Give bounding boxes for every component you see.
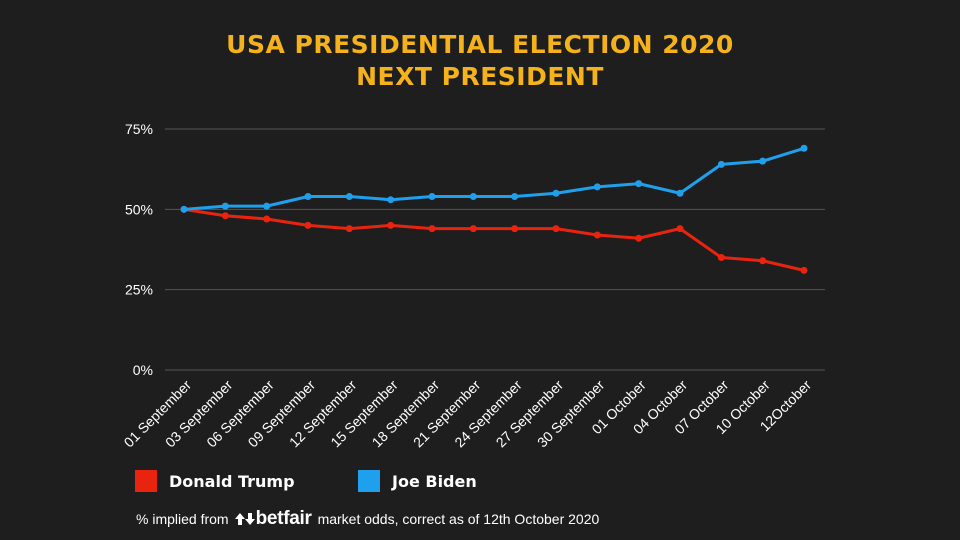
data-point-biden	[304, 192, 312, 200]
data-point-biden	[180, 205, 188, 213]
data-point-biden	[511, 192, 519, 200]
y-tick-label: 50%	[125, 201, 153, 217]
data-point-trump	[387, 221, 395, 229]
data-point-biden	[593, 183, 601, 191]
data-point-biden	[635, 180, 643, 188]
data-point-biden	[552, 189, 560, 197]
footnote-suffix: market odds, correct as of 12th October …	[317, 511, 600, 527]
chart-title-line-1: USA PRESIDENTIAL ELECTION 2020	[226, 30, 734, 59]
data-point-biden	[428, 192, 436, 200]
data-point-trump	[469, 225, 477, 233]
legend-item-trump: Donald Trump	[135, 470, 295, 492]
legend-label-trump: Donald Trump	[169, 471, 295, 491]
betfair-arrows-icon	[234, 513, 255, 525]
data-point-trump	[593, 231, 601, 239]
data-point-biden	[345, 192, 353, 200]
data-point-biden	[759, 157, 767, 165]
data-point-biden	[717, 160, 725, 168]
footnote: % implied from betfair market odds, corr…	[136, 508, 599, 530]
data-point-trump	[552, 225, 560, 233]
data-point-biden	[469, 192, 477, 200]
data-point-biden	[263, 202, 271, 210]
legend-item-biden: Joe Biden	[358, 470, 477, 492]
betfair-logo: betfair	[234, 508, 312, 530]
betfair-wordmark: betfair	[255, 508, 312, 529]
data-point-biden	[387, 196, 395, 204]
series-line-biden	[182, 146, 806, 211]
data-point-trump	[511, 225, 519, 233]
footnote-prefix: % implied from	[136, 511, 229, 527]
data-point-biden	[676, 189, 684, 197]
series-line-trump	[182, 207, 806, 272]
data-point-biden	[221, 202, 229, 210]
data-point-trump	[676, 225, 684, 233]
legend-label-biden: Joe Biden	[392, 471, 477, 491]
y-tick-label: 25%	[125, 282, 153, 298]
data-point-trump	[221, 212, 229, 220]
chart-title-line-2: NEXT PRESIDENT	[356, 62, 604, 91]
data-point-trump	[345, 225, 353, 233]
data-point-trump	[717, 254, 725, 262]
data-point-trump	[263, 215, 271, 223]
legend-swatch-biden	[358, 470, 380, 492]
y-tick-label: 75%	[125, 121, 153, 137]
data-point-trump	[759, 257, 767, 265]
data-point-trump	[800, 266, 808, 274]
data-point-trump	[635, 234, 643, 242]
y-tick-label: 0%	[133, 362, 153, 378]
data-point-biden	[800, 144, 808, 152]
data-point-trump	[304, 221, 312, 229]
legend-swatch-trump	[135, 470, 157, 492]
data-point-trump	[428, 225, 436, 233]
